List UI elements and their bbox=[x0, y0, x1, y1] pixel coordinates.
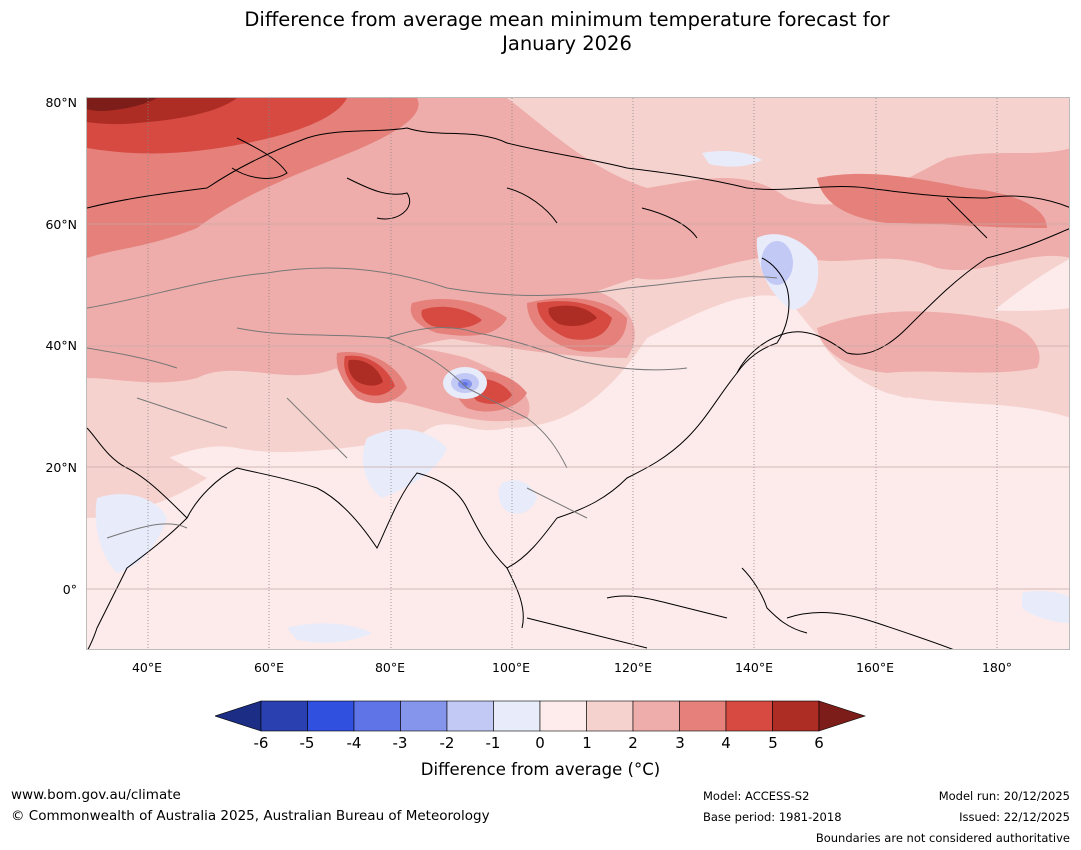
lon-label-160e: 160°E bbox=[855, 660, 895, 675]
anomaly-zone-5-6-tibet bbox=[348, 359, 383, 386]
colorbar-tick: 6 bbox=[814, 734, 824, 752]
latitude-gridlines bbox=[87, 223, 1069, 590]
lon-label-40e: 40°E bbox=[131, 660, 163, 675]
colorbar-tick: -2 bbox=[439, 734, 455, 752]
anomaly-zone-neg-0-1-india bbox=[362, 429, 447, 498]
anomaly-zone-neg-0-1-arctic bbox=[702, 150, 762, 167]
colorbar-swatch bbox=[446, 700, 494, 732]
anomaly-zone-4-5-central bbox=[421, 306, 482, 329]
lon-label-80e: 80°E bbox=[374, 660, 406, 675]
boundaries-disclaimer: Boundaries are not considered authoritat… bbox=[815, 831, 1070, 845]
anomaly-zone-neg-0-1-africa bbox=[95, 494, 167, 573]
colorbar-tick: 3 bbox=[675, 734, 685, 752]
colorbar-swatch bbox=[679, 700, 727, 732]
anomaly-zone-neg-0-1-pacific bbox=[1022, 590, 1069, 623]
lon-label-100e: 100°E bbox=[491, 660, 531, 675]
colorbar-swatch bbox=[772, 700, 820, 732]
colorbar-swatch bbox=[260, 700, 308, 732]
site-url: www.bom.gov.au/climate bbox=[11, 787, 181, 803]
colorbar-tick: -1 bbox=[485, 734, 501, 752]
chart-title: Difference from average mean minimum tem… bbox=[0, 8, 1081, 56]
colorbar-tick: 1 bbox=[582, 734, 592, 752]
model-run-text: Model run: 20/12/2025 bbox=[938, 789, 1070, 803]
map-canvas bbox=[87, 98, 1069, 649]
map-gridlines bbox=[147, 98, 998, 649]
country-borders bbox=[87, 267, 778, 539]
colorbar-tick: -3 bbox=[392, 734, 408, 752]
coastlines bbox=[87, 127, 1069, 649]
colorbar-swatch bbox=[725, 700, 773, 732]
colorbar-swatch bbox=[586, 700, 634, 732]
lon-label-120e: 120°E bbox=[613, 660, 653, 675]
anomaly-zone-neg-0-1-kazakh bbox=[287, 623, 372, 643]
colorbar-swatch bbox=[493, 700, 541, 732]
lon-label-180: 180° bbox=[981, 660, 1013, 675]
colorbar-tick: -6 bbox=[253, 734, 269, 752]
model-text: Model: ACCESS-S2 bbox=[703, 789, 810, 803]
anomaly-zone-2-3-pacific bbox=[817, 311, 1040, 373]
colorbar-tick: 0 bbox=[535, 734, 545, 752]
lat-label-40n: 40°N bbox=[45, 338, 77, 353]
title-line-1: Difference from average mean minimum tem… bbox=[244, 8, 890, 31]
colorbar-extend-low bbox=[215, 700, 262, 732]
colorbar-label: Difference from average (°C) bbox=[420, 760, 661, 779]
anomaly-zone-above-6 bbox=[87, 98, 157, 111]
colorbar-tick: 4 bbox=[721, 734, 731, 752]
colorbar-extend-high bbox=[818, 700, 866, 732]
lat-label-20n: 20°N bbox=[45, 460, 77, 475]
lat-label-60n: 60°N bbox=[45, 217, 77, 232]
colorbar-swatch bbox=[632, 700, 680, 732]
colorbar-tick: -4 bbox=[346, 734, 362, 752]
lon-label-60e: 60°E bbox=[253, 660, 285, 675]
colorbar-swatch bbox=[353, 700, 401, 732]
colorbar-tick: -5 bbox=[299, 734, 315, 752]
colorbar-tick: 2 bbox=[628, 734, 638, 752]
lat-label-80n: 80°N bbox=[45, 95, 77, 110]
colorbar bbox=[215, 700, 867, 732]
anomaly-zone-2-3-north bbox=[87, 98, 1069, 383]
colorbar-tick: 5 bbox=[768, 734, 778, 752]
lat-label-0: 0° bbox=[62, 582, 77, 597]
colorbar-swatches bbox=[215, 700, 866, 732]
anomaly-zone-5-6-north-china bbox=[548, 305, 597, 326]
lon-label-140e: 140°E bbox=[734, 660, 774, 675]
colorbar-swatch bbox=[400, 700, 448, 732]
copyright-text: © Commonwealth of Australia 2025, Austra… bbox=[11, 808, 490, 824]
anomaly-zone-3-4-siberia bbox=[817, 173, 1047, 228]
colorbar-swatch bbox=[307, 700, 355, 732]
anomaly-zone-neg-1-2-japan bbox=[761, 241, 793, 285]
colorbar-swatch bbox=[539, 700, 587, 732]
title-line-2: January 2026 bbox=[502, 32, 632, 55]
forecast-map bbox=[86, 97, 1070, 650]
base-period-text: Base period: 1981-2018 bbox=[703, 810, 842, 824]
issued-text: Issued: 22/12/2025 bbox=[959, 810, 1070, 824]
